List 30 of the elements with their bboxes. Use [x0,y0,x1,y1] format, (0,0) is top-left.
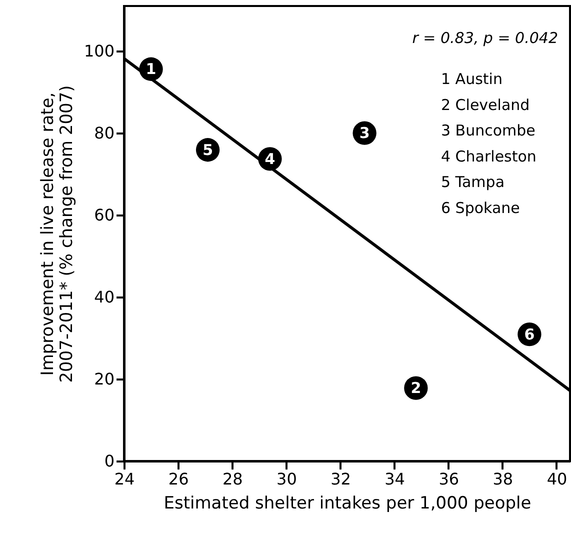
x-tick-label: 36 [438,470,460,488]
y-tick-label: 20 [94,370,114,389]
annotation: 6 Spokane [441,199,520,217]
y-tick-label: 0 [104,452,114,470]
x-tick-label: 28 [222,470,243,488]
x-tick-label: 34 [384,470,405,488]
x-tick-label: 24 [114,470,135,488]
x-tick-label: 32 [330,470,351,488]
annotation: 1 Austin [441,70,502,88]
y-tick-label: 100 [84,42,114,61]
x-tick-label: 26 [168,470,189,488]
annotation: 4 [264,150,276,168]
x-tick-label: 30 [276,470,297,488]
y-tick-label: 60 [94,206,114,225]
annotation: 2 Cleveland [441,96,530,114]
annotation: 5 Tampa [441,173,505,192]
annotation: 6 [524,325,535,344]
x-tick-label: 38 [492,470,514,488]
y-axis-title: Improvement in live release rate, 2007-2011* (% change from 2007) [38,85,77,383]
annotation: 1 [146,60,156,78]
x-tick-label: 40 [546,470,568,488]
annotation: 3 [359,124,370,142]
annotation: 3 Buncombe [441,122,536,140]
y-tick-label: 80 [94,124,114,143]
x-axis-title: Estimated shelter intakes per 1,000 people [164,494,532,514]
annotation: 5 [202,140,214,159]
annotation: r = 0.83, p = 0.042 [412,29,558,47]
y-tick-label: 40 [94,288,114,307]
annotation: 2 [410,379,422,398]
annotation: 4 Charleston [441,147,536,166]
